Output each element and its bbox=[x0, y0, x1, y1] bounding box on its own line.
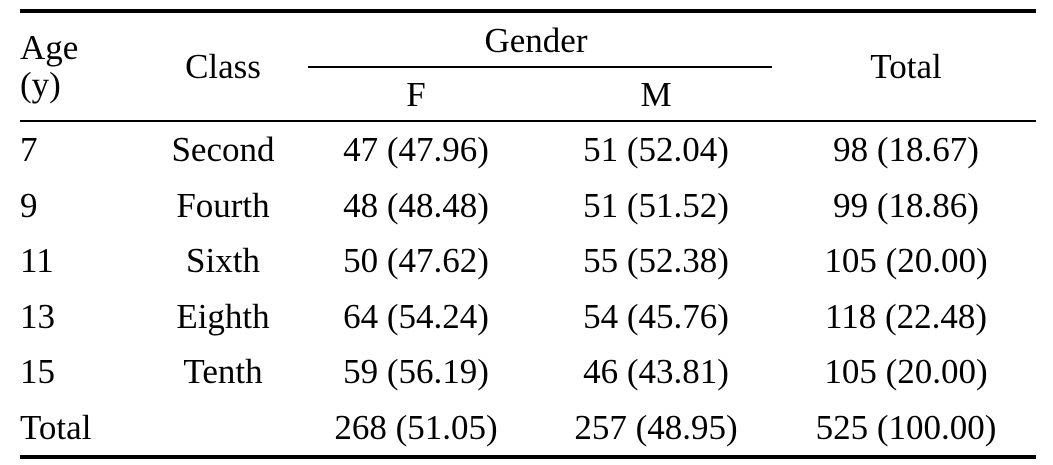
cell-male: 51 (51.52) bbox=[583, 185, 729, 225]
gender-underline bbox=[308, 66, 773, 68]
cell-class: Sixth bbox=[186, 241, 260, 281]
cell-male: 46 (43.81) bbox=[583, 352, 729, 392]
header-age-label: Age bbox=[20, 27, 79, 67]
header-female: F bbox=[296, 68, 536, 122]
header-male: M bbox=[536, 68, 777, 122]
cell-age: 7 bbox=[20, 130, 38, 170]
table-header: Age (y) Class Gender Total F M bbox=[20, 9, 1037, 122]
header-age-unit: (y) bbox=[20, 64, 61, 104]
cell-total: 105 (20.00) bbox=[824, 352, 988, 392]
cell-age: 13 bbox=[20, 296, 55, 336]
cell-male: 55 (52.38) bbox=[583, 241, 729, 281]
table-body: 7 Second 47 (47.96) 51 (52.04) 98 (18.67… bbox=[20, 121, 1037, 459]
cell-total: 99 (18.86) bbox=[833, 185, 979, 225]
header-class: Class bbox=[150, 9, 296, 122]
table-row: 9 Fourth 48 (48.48) 51 (51.52) 99 (18.86… bbox=[20, 178, 1036, 234]
header-total: Total bbox=[776, 9, 1037, 122]
cell-female: 268 (51.05) bbox=[296, 399, 536, 459]
cell-total: 118 (22.48) bbox=[825, 296, 988, 336]
table-row: 15 Tenth 59 (56.19) 46 (43.81) 105 (20.0… bbox=[20, 344, 1036, 400]
cell-female: 47 (47.96) bbox=[343, 130, 489, 170]
cell-age: 11 bbox=[20, 241, 54, 281]
cell-age: 15 bbox=[20, 352, 55, 392]
cell-class: Eighth bbox=[176, 296, 270, 336]
table-row: 11 Sixth 50 (47.62) 55 (52.38) 105 (20.0… bbox=[20, 233, 1036, 289]
header-gender-label: Gender bbox=[484, 21, 588, 60]
cell-total: 105 (20.00) bbox=[824, 241, 988, 281]
cell-total: 98 (18.67) bbox=[833, 130, 979, 170]
total-row: Total 268 (51.05) 257 (48.95) 525 (100.0… bbox=[20, 399, 1037, 459]
cell-class: Fourth bbox=[176, 185, 270, 225]
cell-class bbox=[150, 399, 296, 459]
cell-class: Second bbox=[171, 130, 275, 170]
cell-age: 9 bbox=[20, 185, 38, 225]
cell-female: 48 (48.48) bbox=[343, 185, 489, 225]
cell-total: 525 (100.00) bbox=[776, 399, 1037, 459]
cell-female: 59 (56.19) bbox=[343, 352, 489, 392]
cell-class: Tenth bbox=[183, 352, 263, 392]
header-age: Age (y) bbox=[20, 9, 150, 122]
cell-male: 257 (48.95) bbox=[536, 399, 777, 459]
cell-female: 50 (47.62) bbox=[343, 241, 489, 281]
table-row: 7 Second 47 (47.96) 51 (52.04) 98 (18.67… bbox=[20, 121, 1036, 178]
table-row: 13 Eighth 64 (54.24) 54 (45.76) 118 (22.… bbox=[20, 289, 1036, 345]
cell-male: 54 (45.76) bbox=[583, 296, 729, 336]
cell-male: 51 (52.04) bbox=[583, 130, 729, 170]
cell-total-label: Total bbox=[20, 399, 150, 459]
data-table: Age (y) Class Gender Total F M 7 Second … bbox=[20, 9, 1037, 459]
cell-female: 64 (54.24) bbox=[343, 296, 489, 336]
header-gender: Gender bbox=[296, 9, 777, 68]
